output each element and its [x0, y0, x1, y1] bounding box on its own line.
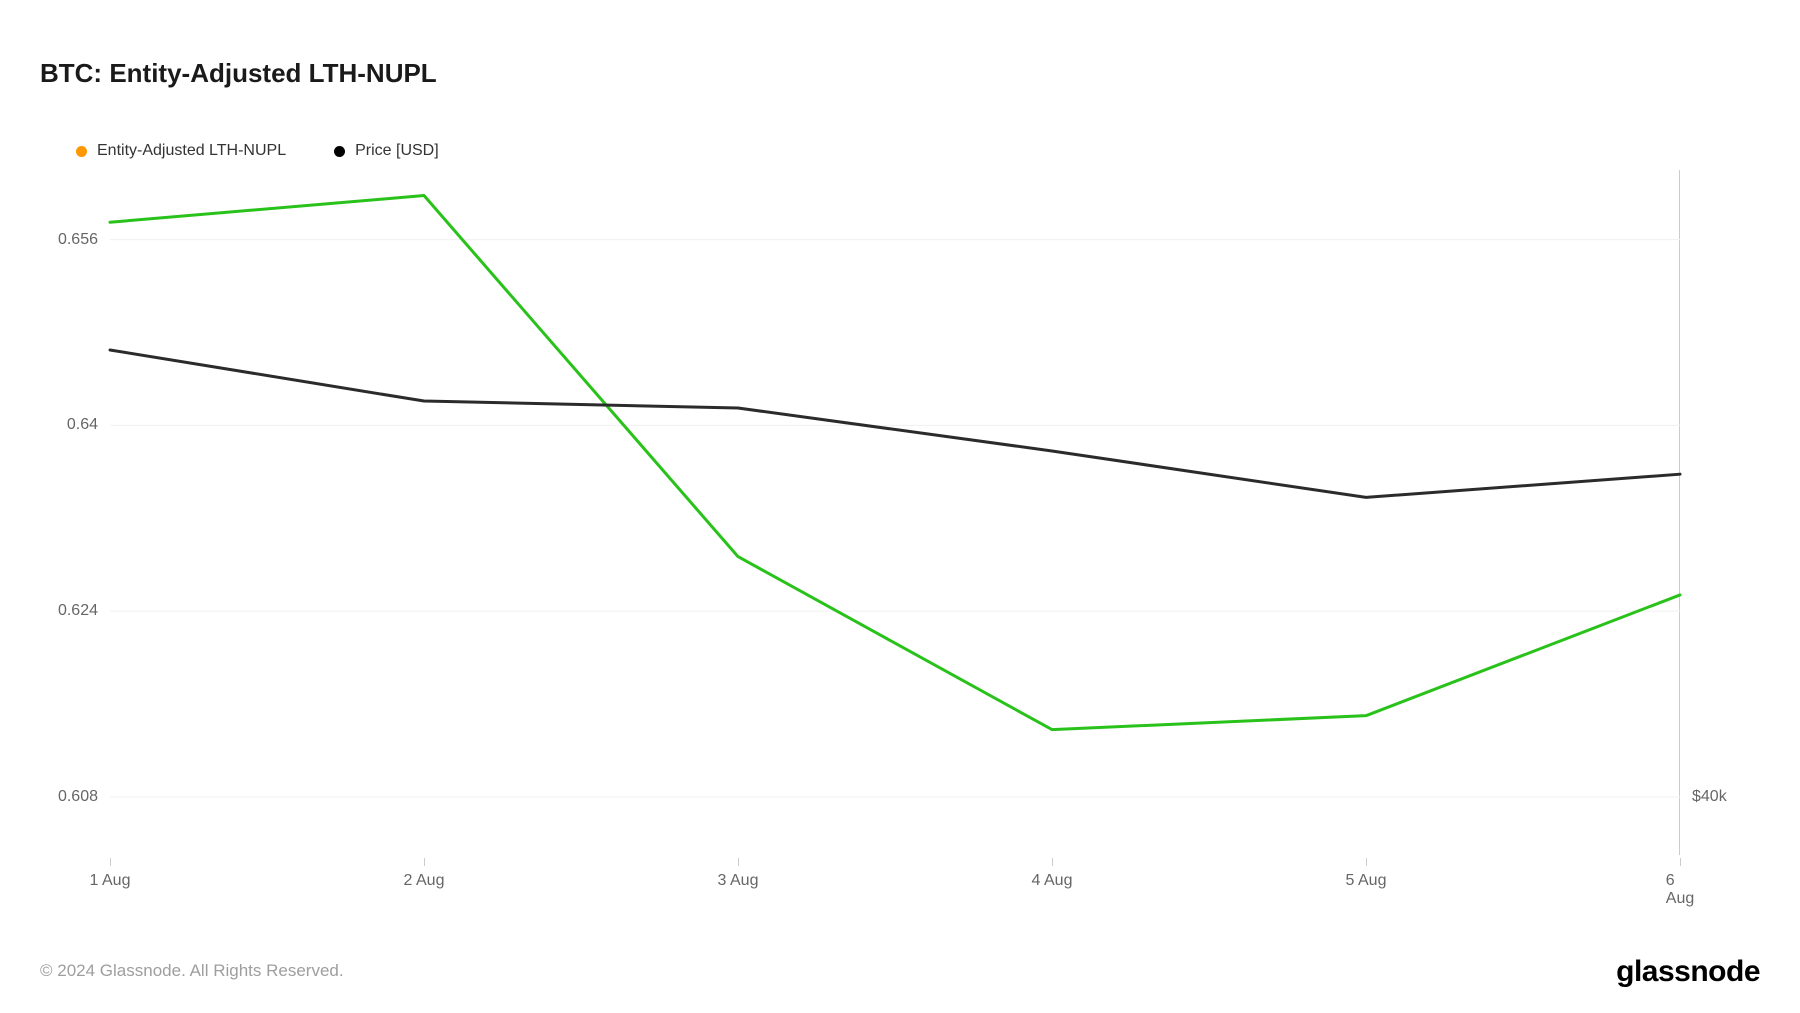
x-axis-label: 4 Aug [1032, 872, 1073, 890]
y-axis-left-label: 0.624 [58, 602, 98, 620]
chart-svg [110, 170, 1680, 855]
x-axis-tick [1052, 858, 1053, 866]
x-axis-tick [424, 858, 425, 866]
y-axis-left-label: 0.656 [58, 231, 98, 249]
chart-plot-area: 0.6080.6240.640.656 $40k 1 Aug2 Aug3 Aug… [110, 170, 1680, 855]
x-axis-tick [1366, 858, 1367, 866]
x-axis-label: 1 Aug [90, 872, 131, 890]
x-axis-tick [1680, 858, 1681, 866]
x-axis-label: 5 Aug [1346, 872, 1387, 890]
x-axis-label: 2 Aug [404, 872, 445, 890]
x-axis-label: 3 Aug [718, 872, 759, 890]
x-axis-label: 6 Aug [1666, 872, 1694, 908]
legend-label-price: Price [USD] [355, 142, 439, 160]
y-axis-left-label: 0.608 [58, 788, 98, 806]
copyright-text: © 2024 Glassnode. All Rights Reserved. [40, 961, 344, 981]
legend-item-nupl: Entity-Adjusted LTH-NUPL [76, 142, 286, 160]
legend-label-nupl: Entity-Adjusted LTH-NUPL [97, 142, 286, 160]
legend: Entity-Adjusted LTH-NUPL Price [USD] [76, 142, 439, 160]
legend-item-price: Price [USD] [334, 142, 439, 160]
legend-dot-nupl [76, 146, 87, 157]
line-series-nupl [110, 196, 1680, 730]
x-axis-tick [738, 858, 739, 866]
y-axis-left-label: 0.64 [67, 416, 98, 434]
legend-dot-price [334, 146, 345, 157]
y-axis-right-label: $40k [1692, 788, 1727, 806]
line-series-price [110, 350, 1680, 497]
chart-title: BTC: Entity-Adjusted LTH-NUPL [40, 58, 437, 89]
brand-logo: glassnode [1616, 955, 1760, 989]
x-axis-tick [110, 858, 111, 866]
